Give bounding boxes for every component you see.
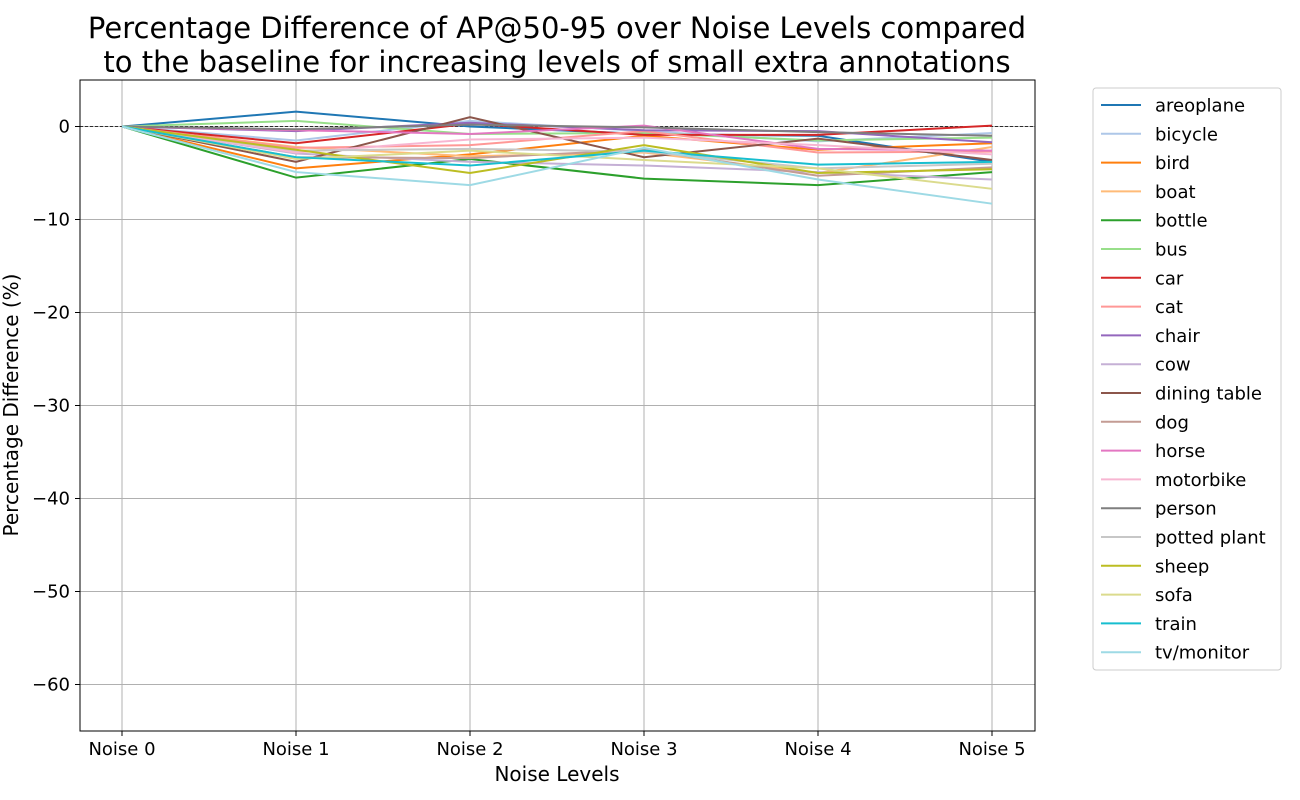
y-axis-ticks: 0 −10 −20 −30 −40 −50 −60: [32, 117, 80, 696]
x-axis-ticks: Noise 0 Noise 1 Noise 2 Noise 3 Noise 4 Noise…: [88, 731, 1026, 760]
y-tick-label: 0: [59, 117, 70, 138]
x-tick-label: Noise 0: [88, 739, 155, 760]
y-axis-label: Percentage Difference (%): [0, 274, 23, 537]
chart-title-line-2: to the baseline for increasing levels of…: [103, 45, 1010, 79]
legend-label-train: train: [1155, 614, 1197, 635]
x-tick-label: Noise 5: [958, 739, 1025, 760]
series-line-train: [121, 125, 993, 167]
chart-title-line-1: Percentage Difference of AP@50-95 over N…: [88, 11, 1026, 45]
x-axis-label: Noise Levels: [494, 762, 619, 786]
legend-label-bird: bird: [1155, 153, 1190, 174]
legend-label-dining-table: dining table: [1155, 384, 1262, 405]
x-tick-label: Noise 1: [262, 739, 329, 760]
legend-label-sheep: sheep: [1155, 556, 1209, 577]
legend-label-chair: chair: [1155, 326, 1200, 347]
y-tick-label: −10: [32, 210, 70, 231]
legend-label-motorbike: motorbike: [1155, 470, 1246, 491]
legend-label-tv-monitor: tv/monitor: [1155, 643, 1250, 664]
legend-label-potted-plant: potted plant: [1155, 528, 1266, 549]
legend-label-car: car: [1155, 268, 1184, 289]
x-tick-label: Noise 4: [784, 739, 851, 760]
legend-label-bicycle: bicycle: [1155, 124, 1218, 145]
legend: areoplane bicycle bird boat bottle bus car cat c…: [1092, 87, 1282, 671]
y-tick-label: −40: [32, 489, 70, 510]
legend-label-cow: cow: [1155, 355, 1191, 376]
legend-label-person: person: [1155, 499, 1217, 520]
series-line-bus: [121, 119, 993, 142]
x-tick-label: Noise 2: [436, 739, 503, 760]
chart-title: Percentage Difference of AP@50-95 over N…: [88, 11, 1026, 79]
series-line-tv-monitor: [121, 125, 993, 205]
y-tick-label: −50: [32, 582, 70, 603]
y-tick-label: −30: [32, 396, 70, 417]
series-line-sofa: [121, 125, 993, 190]
legend-label-areoplane: areoplane: [1155, 96, 1245, 117]
legend-label-horse: horse: [1155, 441, 1205, 462]
legend-label-bottle: bottle: [1155, 211, 1208, 232]
series-lines: [121, 110, 993, 205]
legend-label-cat: cat: [1155, 297, 1183, 318]
series-line-person: [121, 123, 993, 137]
y-tick-label: −60: [32, 675, 70, 696]
series-line-motorbike: [121, 125, 993, 156]
legend-label-boat: boat: [1155, 182, 1196, 203]
x-tick-label: Noise 3: [610, 739, 677, 760]
legend-box: [1092, 87, 1282, 671]
legend-label-bus: bus: [1155, 240, 1187, 261]
series-line-dining-table: [121, 116, 993, 163]
y-tick-label: −20: [32, 303, 70, 324]
legend-label-dog: dog: [1155, 412, 1189, 433]
legend-label-sofa: sofa: [1155, 585, 1193, 606]
